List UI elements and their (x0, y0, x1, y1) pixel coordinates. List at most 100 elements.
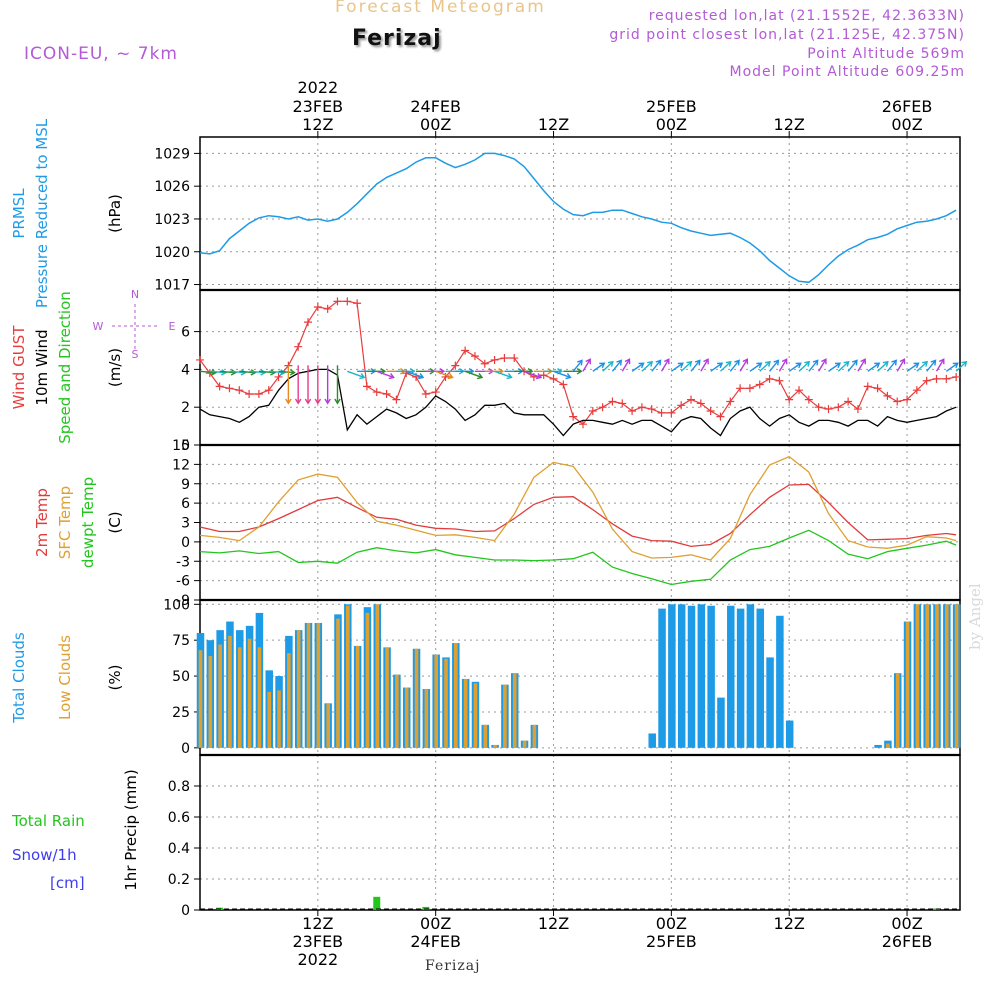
wind-direction-arrowhead (930, 359, 937, 366)
wind-direction-arrowhead (388, 373, 395, 380)
wind-direction-arrowhead (220, 369, 228, 376)
wind-direction-arrow (347, 370, 365, 379)
wind-direction-arrowhead (607, 360, 614, 367)
gust-marker (873, 384, 882, 393)
y-tick-label: -9 (176, 593, 190, 609)
bottom-date-tick-label: 2022 (297, 950, 338, 969)
gust-marker (932, 374, 941, 383)
wind-direction-arrowhead (795, 362, 802, 369)
gust-marker (696, 399, 705, 408)
wind-direction-arrow (494, 370, 512, 379)
wind-direction-arrowhead (804, 360, 811, 367)
gust-marker (834, 403, 843, 412)
wind-direction-arrow (877, 361, 889, 372)
axis-title-temperature: dewpt Temp (79, 477, 97, 568)
wind-direction-arrowhead (734, 359, 740, 366)
wind-direction-arrowhead (655, 359, 662, 366)
gust-marker (942, 374, 951, 383)
total-cloud-bar (776, 615, 784, 748)
axis-title-temperature: SFC Temp (56, 486, 74, 559)
wind-direction-arrowhead (418, 373, 425, 380)
wind-direction-arrow (896, 358, 906, 372)
y-tick-label: 0.2 (168, 872, 190, 888)
wind-direction-arrowhead (938, 358, 945, 365)
wind-direction-arrowhead (663, 358, 670, 365)
wind-direction-arrowhead (781, 358, 788, 365)
wind-direction-arrowhead (577, 359, 583, 366)
wind-direction-arrowhead (535, 373, 543, 380)
wind-direction-arrow (690, 359, 701, 372)
wind-direction-arrowhead (899, 358, 906, 365)
bottom-date-tick-label: 00Z (420, 914, 451, 933)
axis-title-clouds: Low Clouds (56, 635, 74, 720)
series-line-temp-sfc (199, 455, 957, 561)
gust-marker (500, 354, 509, 363)
wind-direction-arrow (769, 359, 779, 372)
axis-unit-clouds: (%) (106, 665, 124, 691)
wind-direction-arrow (729, 359, 740, 372)
wind-direction-arrow (239, 370, 256, 374)
wind-direction-arrow (818, 358, 827, 372)
low-cloud-bar (237, 647, 242, 748)
wind-direction-arrowhead (764, 360, 771, 367)
gust-marker (392, 395, 401, 404)
wind-direction-arrowhead (860, 358, 866, 365)
wind-direction-arrowhead (742, 358, 749, 365)
low-cloud-bar (512, 673, 517, 748)
y-tick-label: 1026 (154, 179, 190, 195)
wind-direction-arrowhead (773, 359, 780, 366)
y-tick-label: 15 (172, 438, 190, 454)
low-cloud-bar (346, 605, 350, 748)
wind-direction-arrowhead (843, 360, 850, 367)
axis-title-pressure: PRMSL (10, 188, 28, 239)
wind-direction-arrowhead (230, 369, 237, 376)
gust-marker (726, 397, 735, 406)
wind-direction-arrow (719, 361, 732, 372)
gust-marker (853, 405, 862, 414)
gust-marker (225, 384, 234, 393)
wind-direction-arrowhead (289, 369, 296, 376)
total-cloud-bar (717, 697, 725, 748)
rain-label: Total Rain (11, 812, 85, 830)
axis-title-wind: Wind GUST (10, 325, 28, 410)
wind-direction-arrow (405, 370, 424, 379)
total-cloud-bar (746, 604, 755, 748)
total-cloud-bar (677, 604, 686, 748)
total-cloud-bar (727, 605, 735, 748)
y-tick-label: 50 (172, 669, 190, 685)
top-date-tick-label: 00Z (891, 115, 922, 134)
low-cloud-bar (424, 688, 429, 748)
y-tick-label: 100 (163, 597, 190, 613)
gust-marker (588, 406, 597, 415)
wind-direction-arrowhead (477, 373, 484, 380)
wind-direction-arrow (631, 362, 644, 372)
gust-marker (431, 388, 440, 397)
low-cloud-bar (247, 638, 252, 748)
bottom-date-tick-label: 25FEB (646, 932, 697, 951)
gust-marker (755, 380, 764, 389)
wind-direction-arrow (592, 362, 605, 372)
wind-direction-arrow (867, 362, 880, 372)
wind-direction-arrow (808, 359, 819, 372)
gust-marker (294, 342, 303, 351)
low-cloud-bar (218, 644, 222, 748)
total-cloud-bar (707, 605, 715, 748)
y-tick-label: 0 (181, 741, 190, 757)
snow-label: Snow/1h (12, 846, 77, 864)
gust-marker (490, 355, 499, 364)
gust-marker (687, 395, 695, 404)
compass-west: W (93, 320, 104, 333)
axis-unit-pressure: (hPa) (106, 194, 124, 233)
low-cloud-bar (532, 724, 537, 748)
wind-direction-arrow (651, 359, 662, 372)
low-cloud-bar (336, 618, 340, 748)
y-tick-label: 0 (181, 903, 190, 919)
wind-direction-arrowhead (260, 369, 267, 376)
gust-marker (205, 369, 214, 378)
gust-marker (333, 297, 342, 306)
wind-direction-arrowhead (285, 398, 292, 405)
wind-direction-arrowhead (821, 358, 827, 365)
bottom-date-tick-label: 00Z (656, 914, 687, 933)
wind-direction-arrowhead (599, 362, 606, 369)
gust-marker (716, 412, 725, 421)
